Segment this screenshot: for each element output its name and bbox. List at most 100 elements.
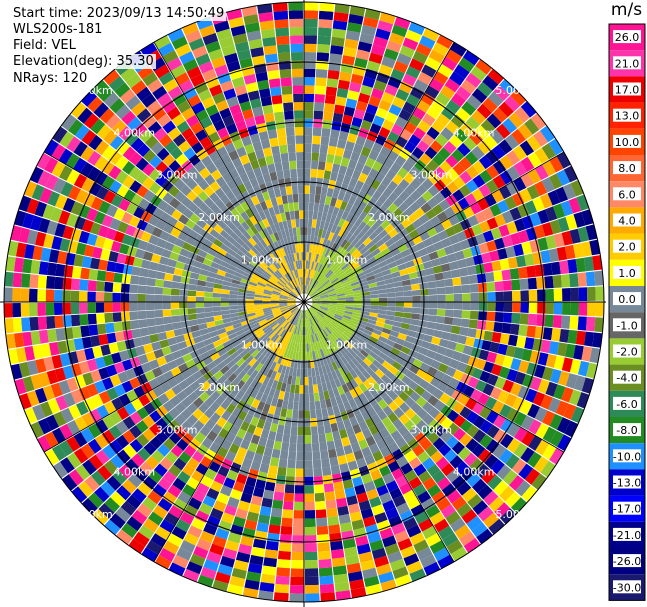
ppi-gate-cell <box>393 281 403 288</box>
ppi-gate-cell <box>381 327 392 335</box>
ppi-gate-cell <box>436 476 451 491</box>
ppi-gate-cell <box>384 84 399 97</box>
ppi-gate-cell <box>346 243 354 253</box>
ppi-gate-cell <box>422 401 434 414</box>
ppi-gate-cell <box>411 146 425 160</box>
ppi-gate-cell <box>276 381 283 391</box>
ppi-gate-cell <box>378 571 395 584</box>
ppi-gate-cell <box>382 198 393 209</box>
ppi-gate-cell <box>466 472 481 488</box>
ppi-gate-cell <box>324 230 331 240</box>
ppi-gate-cell <box>264 549 278 559</box>
ppi-gate-cell <box>420 254 431 263</box>
ppi-gate-cell <box>549 219 562 235</box>
ppi-gate-cell <box>433 166 446 179</box>
ppi-gate-cell <box>425 57 441 71</box>
ppi-gate-cell <box>292 325 297 334</box>
ppi-gate-cell <box>592 332 603 348</box>
ppi-gate-cell <box>508 112 524 129</box>
ppi-gate-cell <box>322 466 332 476</box>
ppi-gate-cell <box>553 355 565 371</box>
ppi-gate-cell <box>459 184 472 197</box>
ppi-gate-cell <box>440 85 456 100</box>
ppi-gate-cell <box>483 512 500 528</box>
ppi-gate-cell <box>499 170 513 185</box>
ppi-gate-cell <box>314 194 321 204</box>
ppi-gate-cell <box>288 451 297 461</box>
ppi-gate-cell <box>257 471 268 482</box>
ppi-gate-cell <box>434 424 447 437</box>
ppi-ray <box>307 34 453 295</box>
ppi-gate-cell <box>216 492 230 505</box>
ppi-gate-cell <box>410 343 421 353</box>
ppi-gate-cell <box>506 221 518 235</box>
ppi-gate-cell <box>304 501 315 511</box>
ppi-gate-cell <box>393 396 405 407</box>
ppi-gate-cell <box>482 207 494 220</box>
ppi-gate-cell <box>415 332 425 341</box>
ppi-gate-cell <box>553 288 563 302</box>
ppi-gate-cell <box>320 303 329 306</box>
ppi-gate-cell <box>452 277 462 286</box>
ppi-gate-cell <box>381 416 393 428</box>
ppi-gate-cell <box>302 310 304 319</box>
ppi-gate-cell <box>323 204 330 214</box>
ppi-gate-cell <box>320 256 327 265</box>
ppi-gate-cell <box>510 89 527 106</box>
ppi-gate-cell <box>375 457 388 470</box>
ppi-gate-cell <box>352 143 364 154</box>
ppi-gate-cell <box>349 5 366 17</box>
ppi-gate-cell <box>413 539 429 553</box>
ppi-gate-cell <box>427 395 439 407</box>
ppi-gate-cell <box>513 145 528 161</box>
ppi-gate-cell <box>326 311 336 316</box>
ppi-gate-cell <box>392 385 404 396</box>
ppi-gate-cell <box>318 433 327 443</box>
ppi-gate-cell <box>300 326 303 336</box>
ppi-ray <box>258 310 304 601</box>
ppi-gate-cell <box>462 302 471 311</box>
ppi-gate-cell <box>347 159 358 170</box>
ppi-gate-cell <box>383 394 394 406</box>
ppi-gate-cell <box>426 159 439 172</box>
ppi-gate-cell <box>513 177 527 192</box>
ppi-gate-cell <box>533 224 546 239</box>
ppi-gate-cell <box>378 302 388 307</box>
ppi-gate-cell <box>501 322 512 334</box>
ppi-gate-cell <box>526 184 540 200</box>
ppi-gate-cell <box>289 350 294 360</box>
ppi-gate-cell <box>344 329 353 337</box>
ppi-gate-cell <box>514 371 526 385</box>
ppi-gate-cell <box>422 237 434 248</box>
ppi-gate-cell <box>427 484 442 498</box>
ppi-gate-cell <box>475 358 487 370</box>
ppi-gate-cell <box>312 350 317 360</box>
ppi-gate-cell <box>381 56 396 69</box>
ppi-gate-cell <box>306 252 309 261</box>
ppi-gate-cell <box>346 495 358 506</box>
ppi-gate-cell <box>313 384 319 394</box>
ppi-gate-cell <box>510 232 522 246</box>
ppi-gate-cell <box>308 308 315 316</box>
ppi-gate-cell <box>529 239 541 253</box>
ppi-gate-cell <box>412 358 423 369</box>
ppi-gate-cell <box>348 322 358 329</box>
ppi-gate-cell <box>341 333 350 341</box>
ppi-gate-cell <box>230 462 242 474</box>
ppi-gate-cell <box>321 382 328 392</box>
ppi-gate-cell <box>318 275 325 283</box>
ppi-gate-cell <box>435 92 451 106</box>
ppi-gate-cell <box>286 341 292 350</box>
ppi-gate-cell <box>353 298 363 302</box>
ppi-gate-cell <box>430 258 441 267</box>
ppi-gate-cell <box>460 122 475 137</box>
ppi-gate-cell <box>300 310 303 319</box>
ppi-ray <box>311 305 572 451</box>
ppi-gate-cell <box>553 384 566 400</box>
ppi-gate-cell <box>259 463 270 474</box>
ppi-gate-cell <box>460 79 477 95</box>
ppi-gate-cell <box>535 423 549 439</box>
colorbar-tick-label: -4.0 <box>616 372 637 385</box>
ppi-gate-cell <box>320 186 328 196</box>
ppi-gate-cell <box>548 248 559 262</box>
